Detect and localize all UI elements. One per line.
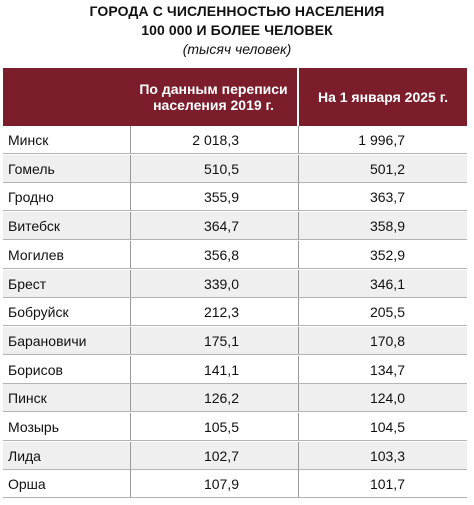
column-divider (130, 355, 131, 384)
row-divider (3, 239, 467, 241)
table-row: Борисов 141,1 134,7 (3, 355, 467, 384)
city-name-cell: Борисов (8, 361, 63, 378)
row-divider (3, 497, 467, 499)
census-2019-cell: 339,0 (203, 275, 239, 292)
jan-2025-cell: 101,7 (369, 476, 405, 493)
column-divider (298, 183, 299, 212)
column-divider (130, 240, 131, 269)
census-2019-cell: 126,2 (203, 390, 239, 407)
jan-2025-cell: 346,1 (369, 275, 405, 292)
row-divider (3, 411, 467, 413)
column-divider (298, 413, 299, 441)
column-divider (298, 384, 299, 413)
city-name-cell: Орша (8, 476, 46, 493)
table-row: Брест 339,0 346,1 (3, 269, 467, 298)
jan-2025-cell: 134,7 (369, 361, 405, 378)
table-row: Бобруйск 212,3 205,5 (3, 298, 467, 327)
city-name-cell: Могилев (8, 246, 64, 263)
jan-2025-cell: 501,2 (369, 160, 405, 177)
table-row: Мозырь 105,5 104,5 (3, 413, 467, 441)
column-divider (130, 269, 131, 298)
row-divider (3, 153, 467, 154)
jan-2025-cell: 104,5 (369, 419, 405, 435)
column-divider (298, 269, 299, 298)
column-divider (130, 326, 131, 355)
table-row: Барановичи 175,1 170,8 (3, 326, 467, 355)
jan-2025-cell: 103,3 (369, 447, 405, 464)
jan-2025-cell: 352,9 (369, 246, 405, 263)
row-divider (3, 468, 467, 470)
city-name-cell: Брест (8, 275, 47, 292)
header-divider (297, 68, 299, 126)
table-row: Орша 107,9 101,7 (3, 470, 467, 499)
column-divider (298, 240, 299, 269)
census-2019-cell: 175,1 (203, 332, 239, 349)
census-2019-cell: 105,5 (203, 419, 239, 435)
row-divider (3, 296, 467, 298)
city-name-cell: Гомель (8, 160, 55, 177)
table-row: Пинск 126,2 124,0 (3, 384, 467, 413)
column-divider (130, 212, 131, 241)
city-name-cell: Мозырь (8, 419, 60, 435)
jan-2025-cell: 1 996,7 (358, 132, 405, 148)
jan-2025-cell: 358,9 (369, 218, 405, 235)
row-divider (3, 382, 467, 384)
column-header-census-2019: По данным переписи населения 2019 г. (139, 81, 288, 113)
census-2019-cell: 212,3 (203, 304, 239, 321)
column-divider (130, 470, 131, 499)
table-header: По данным переписи населения 2019 г. На … (3, 68, 467, 126)
city-name-cell: Минск (8, 132, 49, 148)
page-title-line-1: ГОРОДА С ЧИСЛЕННОСТЬЮ НАСЕЛЕНИЯ (89, 3, 385, 19)
column-divider (130, 413, 131, 441)
table-row: Минск 2 018,3 1 996,7 (3, 126, 467, 154)
table-row: Гродно 355,9 363,7 (3, 183, 467, 212)
jan-2025-cell: 363,7 (369, 189, 405, 206)
census-2019-cell: 2 018,3 (192, 132, 239, 148)
row-divider (3, 210, 467, 212)
city-name-cell: Лида (8, 447, 41, 464)
row-divider (3, 353, 467, 355)
column-divider (298, 441, 299, 470)
column-divider (130, 154, 131, 183)
column-divider (298, 126, 299, 154)
table-row: Гомель 510,5 501,2 (3, 154, 467, 183)
census-2019-cell: 364,7 (203, 218, 239, 235)
census-2019-cell: 356,8 (203, 246, 239, 263)
column-divider (130, 441, 131, 470)
units-subtitle: (тысяч человек) (182, 41, 292, 57)
column-header-jan-2025: На 1 января 2025 г. (317, 89, 449, 105)
census-2019-cell: 102,7 (203, 447, 239, 464)
city-name-cell: Бобруйск (8, 304, 69, 321)
page-title-line-2: 100 000 И БОЛЕЕ ЧЕЛОВЕК (141, 22, 333, 38)
column-divider (298, 470, 299, 499)
census-2019-cell: 355,9 (203, 189, 239, 206)
census-2019-cell: 107,9 (203, 476, 239, 493)
jan-2025-cell: 124,0 (369, 390, 405, 407)
city-name-cell: Пинск (8, 390, 47, 407)
jan-2025-cell: 205,5 (369, 304, 405, 321)
census-2019-cell: 141,1 (203, 361, 239, 378)
column-divider (130, 126, 131, 154)
column-divider (130, 298, 131, 327)
jan-2025-cell: 170,8 (369, 332, 405, 349)
city-name-cell: Гродно (8, 189, 54, 206)
row-divider (3, 181, 467, 183)
column-divider (130, 183, 131, 212)
column-divider (298, 326, 299, 355)
row-divider (3, 440, 467, 441)
column-divider (298, 212, 299, 241)
column-divider (298, 154, 299, 183)
table-row: Могилев 356,8 352,9 (3, 240, 467, 269)
table-row: Витебск 364,7 358,9 (3, 212, 467, 241)
census-2019-cell: 510,5 (203, 160, 239, 177)
table-row: Лида 102,7 103,3 (3, 441, 467, 470)
column-divider (298, 298, 299, 327)
city-name-cell: Барановичи (8, 332, 87, 349)
row-divider (3, 325, 467, 327)
row-divider (3, 267, 467, 269)
city-name-cell: Витебск (8, 218, 61, 235)
column-divider (130, 384, 131, 413)
column-divider (298, 355, 299, 384)
